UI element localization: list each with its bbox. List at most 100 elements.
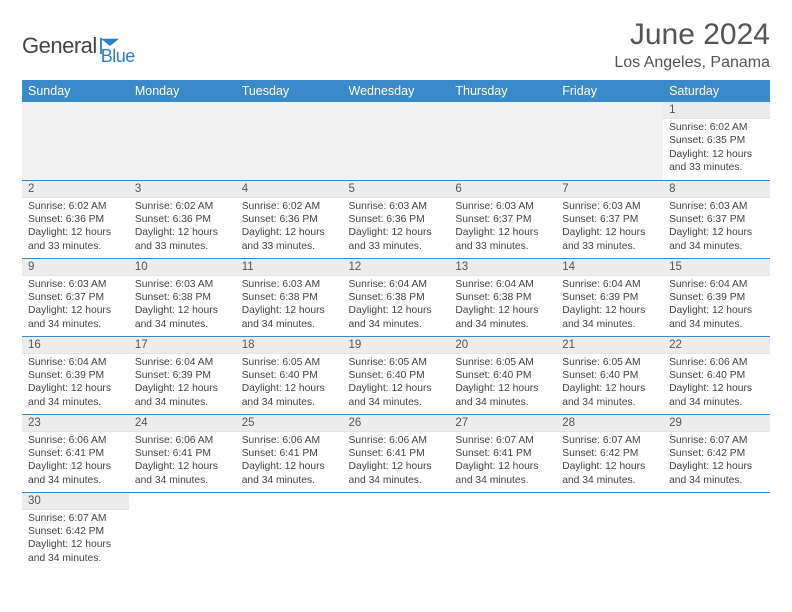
day-line: Sunset: 6:40 PM xyxy=(349,369,444,382)
day-line: Sunset: 6:38 PM xyxy=(242,291,337,304)
day-detail: Sunrise: 6:03 AMSunset: 6:36 PMDaylight:… xyxy=(343,198,450,258)
day-line: Daylight: 12 hours xyxy=(669,304,764,317)
day-line: Sunrise: 6:06 AM xyxy=(28,434,123,447)
weekday-header: Thursday xyxy=(449,80,556,102)
day-line: Daylight: 12 hours xyxy=(349,382,444,395)
day-line: Daylight: 12 hours xyxy=(455,460,550,473)
day-number: 30 xyxy=(22,493,129,510)
calendar-cell: 16Sunrise: 6:04 AMSunset: 6:39 PMDayligh… xyxy=(22,336,129,414)
calendar-cell xyxy=(236,102,343,180)
weekday-header: Friday xyxy=(556,80,663,102)
calendar-cell xyxy=(449,492,556,570)
day-number: 1 xyxy=(663,102,770,119)
day-line: Sunrise: 6:03 AM xyxy=(135,278,230,291)
day-line: and 34 minutes. xyxy=(455,318,550,331)
calendar-cell: 4Sunrise: 6:02 AMSunset: 6:36 PMDaylight… xyxy=(236,180,343,258)
day-line: Daylight: 12 hours xyxy=(28,460,123,473)
day-detail: Sunrise: 6:02 AMSunset: 6:35 PMDaylight:… xyxy=(663,119,770,179)
day-line: Sunrise: 6:04 AM xyxy=(669,278,764,291)
day-line: Sunset: 6:37 PM xyxy=(28,291,123,304)
day-line: Daylight: 12 hours xyxy=(135,304,230,317)
day-line: Sunset: 6:37 PM xyxy=(562,213,657,226)
day-line: Sunrise: 6:06 AM xyxy=(669,356,764,369)
calendar-cell: 2Sunrise: 6:02 AMSunset: 6:36 PMDaylight… xyxy=(22,180,129,258)
day-line: Sunrise: 6:02 AM xyxy=(28,200,123,213)
day-line: and 33 minutes. xyxy=(562,240,657,253)
calendar-cell: 1Sunrise: 6:02 AMSunset: 6:35 PMDaylight… xyxy=(663,102,770,180)
day-detail: Sunrise: 6:05 AMSunset: 6:40 PMDaylight:… xyxy=(236,354,343,414)
weekday-header: Wednesday xyxy=(343,80,450,102)
day-line: Daylight: 12 hours xyxy=(242,304,337,317)
day-line: Sunset: 6:40 PM xyxy=(669,369,764,382)
calendar-week-row: 2Sunrise: 6:02 AMSunset: 6:36 PMDaylight… xyxy=(22,180,770,258)
day-line: and 33 minutes. xyxy=(135,240,230,253)
day-line: Daylight: 12 hours xyxy=(135,382,230,395)
day-detail: Sunrise: 6:05 AMSunset: 6:40 PMDaylight:… xyxy=(343,354,450,414)
day-line: Sunset: 6:41 PM xyxy=(455,447,550,460)
day-detail: Sunrise: 6:04 AMSunset: 6:39 PMDaylight:… xyxy=(22,354,129,414)
day-line: Sunset: 6:42 PM xyxy=(28,525,123,538)
location: Los Angeles, Panama xyxy=(614,54,770,72)
calendar-cell: 28Sunrise: 6:07 AMSunset: 6:42 PMDayligh… xyxy=(556,414,663,492)
weekday-header-row: Sunday Monday Tuesday Wednesday Thursday… xyxy=(22,80,770,102)
day-detail: Sunrise: 6:04 AMSunset: 6:39 PMDaylight:… xyxy=(129,354,236,414)
day-line: Daylight: 12 hours xyxy=(349,460,444,473)
calendar-cell: 26Sunrise: 6:06 AMSunset: 6:41 PMDayligh… xyxy=(343,414,450,492)
calendar-cell: 20Sunrise: 6:05 AMSunset: 6:40 PMDayligh… xyxy=(449,336,556,414)
day-number: 20 xyxy=(449,337,556,354)
calendar-week-row: 1Sunrise: 6:02 AMSunset: 6:35 PMDaylight… xyxy=(22,102,770,180)
day-line: Sunset: 6:40 PM xyxy=(562,369,657,382)
day-line: Daylight: 12 hours xyxy=(562,304,657,317)
calendar-week-row: 23Sunrise: 6:06 AMSunset: 6:41 PMDayligh… xyxy=(22,414,770,492)
calendar-cell: 6Sunrise: 6:03 AMSunset: 6:37 PMDaylight… xyxy=(449,180,556,258)
day-line: Sunrise: 6:02 AM xyxy=(242,200,337,213)
calendar-cell xyxy=(663,492,770,570)
day-line: Daylight: 12 hours xyxy=(242,226,337,239)
day-number: 7 xyxy=(556,181,663,198)
calendar-cell: 5Sunrise: 6:03 AMSunset: 6:36 PMDaylight… xyxy=(343,180,450,258)
calendar-cell: 14Sunrise: 6:04 AMSunset: 6:39 PMDayligh… xyxy=(556,258,663,336)
calendar-cell: 30Sunrise: 6:07 AMSunset: 6:42 PMDayligh… xyxy=(22,492,129,570)
day-line: and 34 minutes. xyxy=(349,474,444,487)
day-line: Sunset: 6:39 PM xyxy=(28,369,123,382)
day-line: Daylight: 12 hours xyxy=(669,148,764,161)
day-line: Daylight: 12 hours xyxy=(349,304,444,317)
calendar-cell: 12Sunrise: 6:04 AMSunset: 6:38 PMDayligh… xyxy=(343,258,450,336)
day-line: Sunrise: 6:04 AM xyxy=(455,278,550,291)
calendar-cell: 18Sunrise: 6:05 AMSunset: 6:40 PMDayligh… xyxy=(236,336,343,414)
calendar-cell: 7Sunrise: 6:03 AMSunset: 6:37 PMDaylight… xyxy=(556,180,663,258)
calendar-cell: 15Sunrise: 6:04 AMSunset: 6:39 PMDayligh… xyxy=(663,258,770,336)
calendar-cell: 29Sunrise: 6:07 AMSunset: 6:42 PMDayligh… xyxy=(663,414,770,492)
day-detail: Sunrise: 6:06 AMSunset: 6:41 PMDaylight:… xyxy=(236,432,343,492)
day-line: and 34 minutes. xyxy=(669,396,764,409)
day-number: 17 xyxy=(129,337,236,354)
day-line: and 34 minutes. xyxy=(28,552,123,565)
day-line: and 33 minutes. xyxy=(242,240,337,253)
calendar-cell: 24Sunrise: 6:06 AMSunset: 6:41 PMDayligh… xyxy=(129,414,236,492)
day-number: 24 xyxy=(129,415,236,432)
day-line: Daylight: 12 hours xyxy=(455,304,550,317)
day-number: 26 xyxy=(343,415,450,432)
day-number: 19 xyxy=(343,337,450,354)
day-line: and 34 minutes. xyxy=(455,396,550,409)
brand-name-1: General xyxy=(22,33,97,59)
day-line: Sunset: 6:38 PM xyxy=(135,291,230,304)
day-line: Sunset: 6:38 PM xyxy=(455,291,550,304)
day-line: Sunset: 6:36 PM xyxy=(135,213,230,226)
day-line: Sunrise: 6:05 AM xyxy=(242,356,337,369)
calendar-cell: 17Sunrise: 6:04 AMSunset: 6:39 PMDayligh… xyxy=(129,336,236,414)
calendar-cell xyxy=(236,492,343,570)
day-detail: Sunrise: 6:05 AMSunset: 6:40 PMDaylight:… xyxy=(449,354,556,414)
day-number: 14 xyxy=(556,259,663,276)
day-detail: Sunrise: 6:07 AMSunset: 6:41 PMDaylight:… xyxy=(449,432,556,492)
day-line: and 34 minutes. xyxy=(455,474,550,487)
day-line: Sunrise: 6:03 AM xyxy=(562,200,657,213)
day-line: Daylight: 12 hours xyxy=(135,460,230,473)
day-line: and 34 minutes. xyxy=(28,396,123,409)
calendar-cell: 23Sunrise: 6:06 AMSunset: 6:41 PMDayligh… xyxy=(22,414,129,492)
day-line: and 33 minutes. xyxy=(349,240,444,253)
day-number: 16 xyxy=(22,337,129,354)
day-line: Sunset: 6:42 PM xyxy=(562,447,657,460)
day-number: 3 xyxy=(129,181,236,198)
calendar-cell: 22Sunrise: 6:06 AMSunset: 6:40 PMDayligh… xyxy=(663,336,770,414)
